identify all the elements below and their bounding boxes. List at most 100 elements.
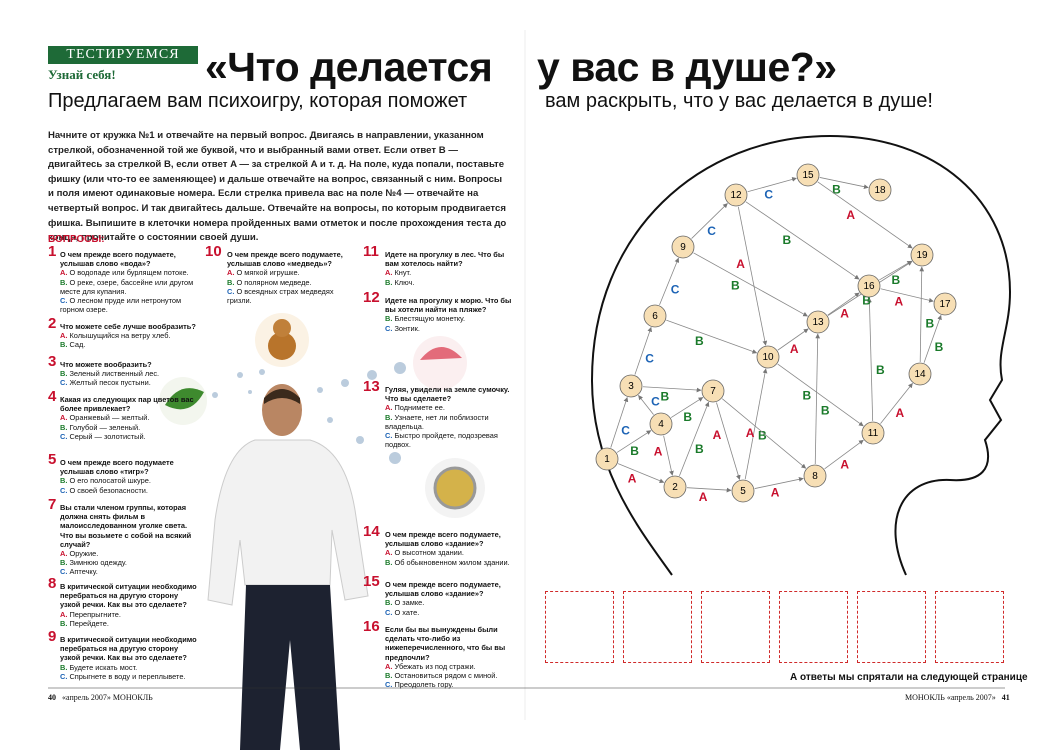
question: 14 О чем прежде всего подумаете, услышав … bbox=[363, 523, 513, 567]
option-letter: A. bbox=[227, 268, 235, 278]
option: B. Остановиться рядом с миной. bbox=[385, 671, 513, 680]
question-text: О чем прежде всего подумаете, услышав сл… bbox=[60, 250, 176, 269]
arrow bbox=[814, 333, 821, 465]
question-number: 14 bbox=[363, 523, 380, 540]
arrow-label: A bbox=[840, 306, 849, 320]
option: B. Ключ. bbox=[385, 278, 513, 287]
arrow bbox=[880, 288, 934, 303]
option-letter: C. bbox=[60, 567, 68, 577]
question-text: Идете на прогулку к морю. Что бы вы хоте… bbox=[385, 296, 512, 315]
question-number: 3 bbox=[48, 353, 57, 370]
node-label: 11 bbox=[868, 428, 879, 439]
issue: «апрель 2007» bbox=[946, 693, 996, 702]
option-letter: B. bbox=[60, 277, 68, 287]
option-letter: C. bbox=[227, 286, 235, 296]
arrow bbox=[777, 363, 864, 427]
magazine: МОНОКЛЬ bbox=[905, 693, 945, 702]
option-text: О высотном здании. bbox=[394, 548, 464, 558]
intro: Начните от кружка №1 и отвечайте на перв… bbox=[48, 130, 507, 244]
question-body: Если бы вы вынуждены были сделать что-ли… bbox=[385, 625, 513, 689]
question-number: 8 bbox=[48, 575, 57, 592]
option-text: Ключ. bbox=[394, 277, 415, 287]
option-letter: B. bbox=[60, 558, 68, 568]
title: у вас в душе?» bbox=[537, 44, 837, 90]
option-letter: C. bbox=[60, 378, 68, 388]
option: A. О водопаде или бурлящем потоке. bbox=[60, 268, 198, 277]
footer-right: МОНОКЛЬ «апрель 2007» 41 bbox=[905, 693, 1010, 702]
arrow-label: A bbox=[699, 490, 708, 504]
option: A. Поднимете ее. bbox=[385, 403, 513, 412]
question-number: 16 bbox=[363, 618, 380, 635]
arrow-label: B bbox=[695, 442, 704, 456]
option: B. О полярном медведе. bbox=[227, 278, 355, 287]
arrow-label: A bbox=[654, 445, 663, 459]
option: C. Быстро пройдете, подозревая подвох. bbox=[385, 431, 513, 449]
option: A. Колышущийся на ветру хлеб. bbox=[60, 331, 198, 340]
questions-heading: ВОПРОСЫ: bbox=[48, 234, 105, 245]
option-letter: B. bbox=[227, 277, 235, 287]
question-number: 13 bbox=[363, 378, 380, 395]
option-text: Оружие. bbox=[69, 549, 99, 559]
option: B. Перейдете. bbox=[60, 619, 198, 628]
option: B. Об обыкновенном жилом здании. bbox=[385, 558, 513, 567]
option-text: Оранжевый — желтый. bbox=[69, 413, 150, 423]
question-body: Идете на прогулку к морю. Что бы вы хоте… bbox=[385, 296, 513, 333]
option-letter: C. bbox=[385, 607, 393, 617]
option-letter: A. bbox=[385, 268, 393, 278]
option-letter: A. bbox=[60, 268, 68, 278]
magazine: МОНОКЛЬ bbox=[112, 693, 153, 702]
option-text: О мягкой игрушке. bbox=[236, 268, 300, 278]
option-text: Аптечку. bbox=[69, 567, 98, 577]
node bbox=[643, 304, 667, 328]
question-text: Что можете вообразить? bbox=[60, 360, 152, 369]
arrow-label: B bbox=[661, 389, 670, 403]
node-label: 8 bbox=[812, 471, 818, 482]
arrow bbox=[827, 292, 860, 316]
node-label: 14 bbox=[914, 369, 926, 380]
option: C. Серый — золотистый. bbox=[60, 432, 198, 441]
option: A. О мягкой игрушке. bbox=[227, 268, 355, 277]
question-number: 10 bbox=[205, 243, 222, 260]
option: A. Оружие. bbox=[60, 549, 198, 558]
question: 15 О чем прежде всего подумаете, услышав … bbox=[363, 573, 513, 617]
node-label: 7 bbox=[710, 386, 716, 397]
option-letter: C. bbox=[385, 431, 393, 441]
node-label: 18 bbox=[874, 185, 886, 196]
question-number: 15 bbox=[363, 573, 380, 590]
question-body: В критической ситуации необходимо перебр… bbox=[60, 635, 198, 681]
arrow-label: C bbox=[651, 395, 660, 409]
option: A. Убежать из под стражи. bbox=[385, 662, 513, 671]
arrow bbox=[666, 319, 758, 354]
arrow-label: C bbox=[645, 352, 654, 366]
question-number: 11 bbox=[363, 243, 379, 260]
arrow bbox=[716, 402, 741, 480]
option-text: Будете искать мост. bbox=[69, 662, 138, 672]
question-number: 7 bbox=[48, 496, 57, 513]
option-letter: B. bbox=[60, 662, 68, 672]
answer-box bbox=[935, 591, 1004, 663]
option: B. Зеленый лиственный лес. bbox=[60, 369, 198, 378]
node bbox=[731, 479, 755, 503]
option-text: О замке. bbox=[394, 598, 425, 608]
option-letter: C. bbox=[60, 296, 68, 306]
question-number: 1 bbox=[48, 243, 57, 260]
option: A. О высотном здании. bbox=[385, 548, 513, 557]
question-body: О чем прежде всего подумаете, услышав сл… bbox=[385, 580, 513, 617]
answer-note: А ответы мы спрятали на следующей страни… bbox=[790, 672, 1028, 683]
option: B. Будете искать мост. bbox=[60, 663, 198, 672]
question-text: О чем прежде всего подумаете, услышав сл… bbox=[227, 250, 343, 269]
arrow bbox=[693, 252, 808, 317]
option: C. О лесном пруде или нетронутом горном … bbox=[60, 296, 198, 314]
arrow bbox=[777, 328, 809, 351]
arrow-label: B bbox=[935, 340, 944, 354]
question: 3 Что можете вообразить? B. Зеленый листве… bbox=[48, 353, 198, 388]
node-label: 2 bbox=[672, 482, 678, 493]
arrow bbox=[679, 401, 710, 476]
option-text: О реке, озере, бассейне или другом месте… bbox=[60, 277, 194, 296]
node bbox=[649, 412, 673, 436]
arrow bbox=[745, 201, 860, 280]
arrow-label: B bbox=[832, 182, 841, 196]
option-letter: B. bbox=[385, 671, 393, 681]
option: B. Блестящую монетку. bbox=[385, 314, 513, 323]
